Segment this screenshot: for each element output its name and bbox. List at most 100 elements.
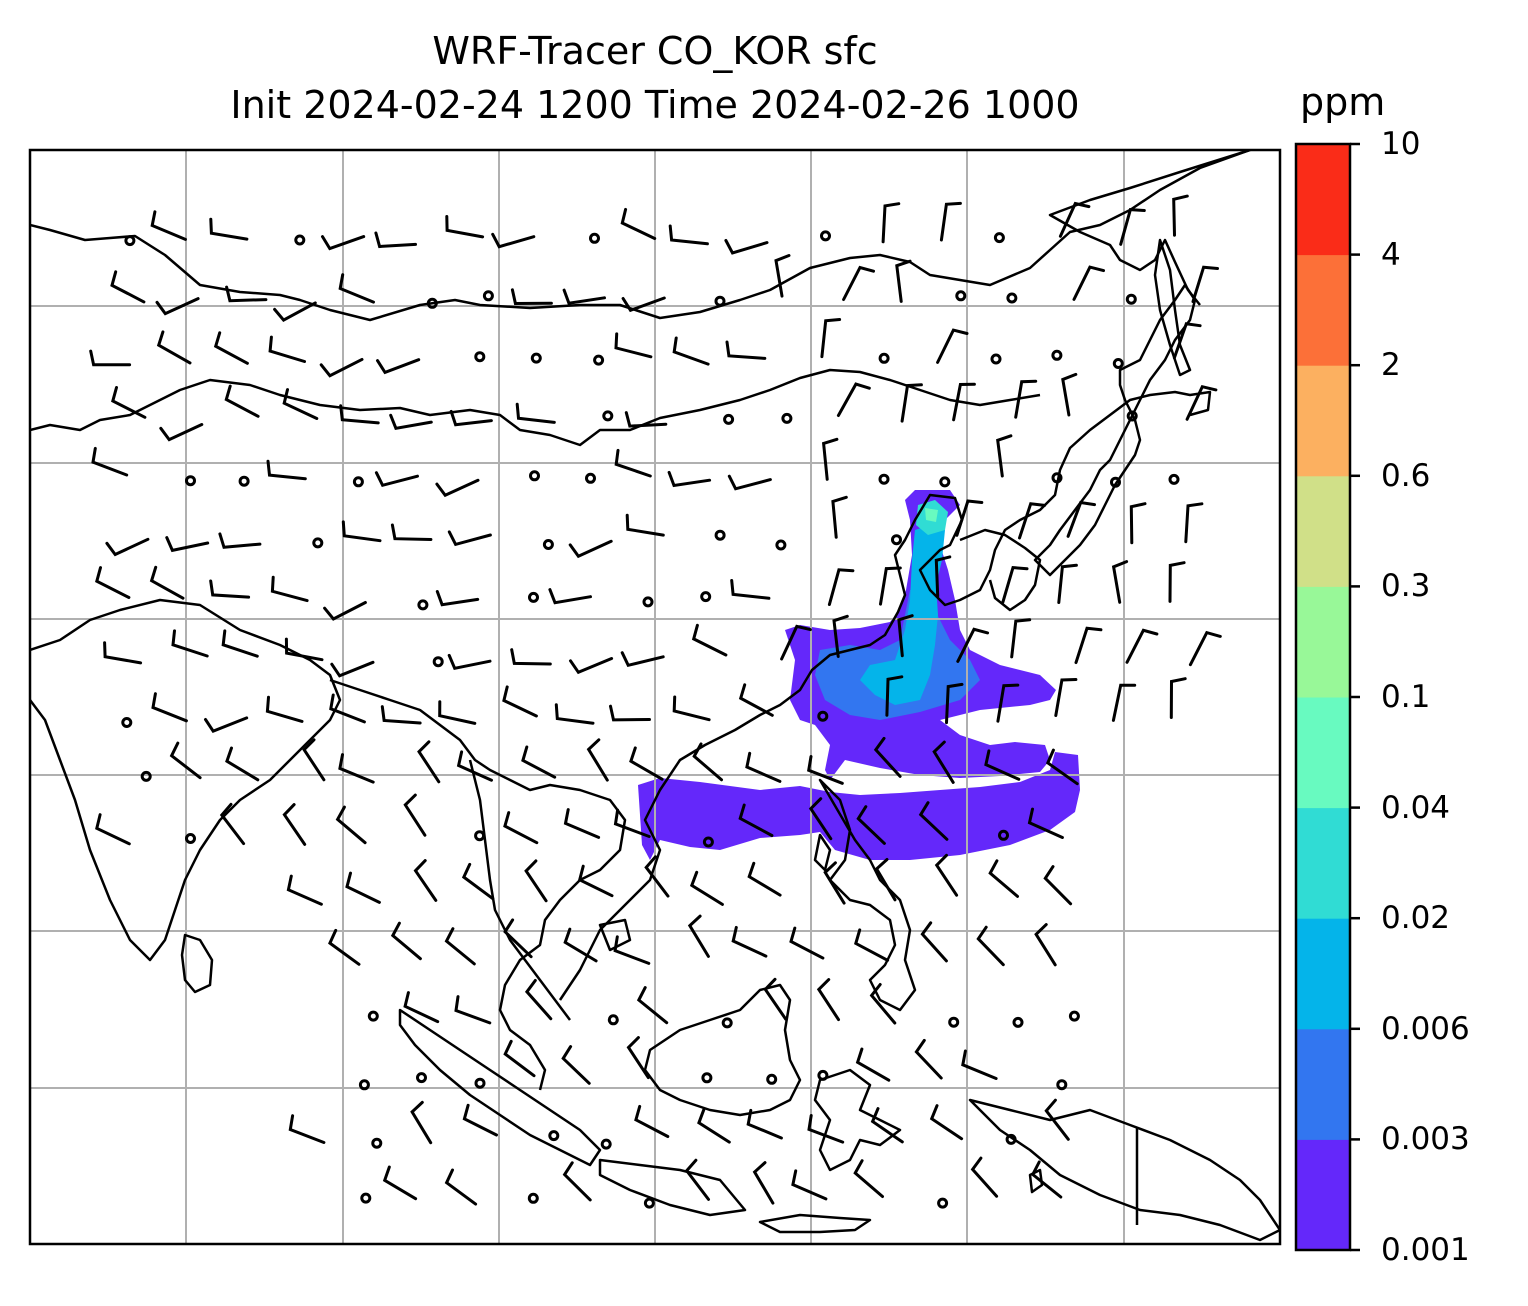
colorbar-tick-label: 10 xyxy=(1381,126,1421,162)
wind-barb xyxy=(491,232,536,249)
calm-wind-circle xyxy=(781,412,793,424)
wind-barb xyxy=(221,629,259,658)
coastline-korea xyxy=(959,528,1042,612)
colorbar-tick-label: 0.3 xyxy=(1381,568,1431,605)
wind-barb xyxy=(869,983,897,1025)
calm-wind-circle xyxy=(607,1014,619,1026)
calm-wind-circle xyxy=(1125,293,1137,305)
wind-barb xyxy=(380,705,422,725)
colorbar-unit: ppm xyxy=(1300,80,1386,124)
wind-barb xyxy=(996,683,1020,723)
wind-barb xyxy=(328,928,361,966)
calm-wind-circle xyxy=(775,539,787,551)
wind-barb xyxy=(976,925,1005,967)
wind-barb xyxy=(626,1036,650,1080)
wind-barb xyxy=(745,751,782,783)
wind-barb xyxy=(382,1165,418,1201)
wind-barb xyxy=(91,446,129,477)
wind-barb xyxy=(879,566,902,606)
wind-barb xyxy=(1191,265,1219,304)
wind-barb xyxy=(730,579,771,600)
wind-barb xyxy=(449,409,493,427)
calm-wind-circle xyxy=(238,475,250,487)
calm-wind-circle xyxy=(185,833,196,844)
calm-wind-circle xyxy=(529,470,540,482)
wind-barb xyxy=(330,660,375,678)
wind-barb xyxy=(273,301,317,323)
wind-barb xyxy=(667,470,712,488)
wind-barb xyxy=(855,1047,891,1082)
calm-wind-circle xyxy=(700,591,712,603)
wind-barb xyxy=(1119,208,1146,246)
map-title: WRF-Tracer CO_KOR sfc xyxy=(432,29,878,73)
wind-barb xyxy=(445,215,485,239)
coastline-sea-of-okhotsk-west xyxy=(1048,150,1251,306)
wind-barb xyxy=(725,340,767,360)
wind-barb xyxy=(689,870,724,906)
calm-wind-circle xyxy=(371,1137,383,1149)
coastline-small-islands xyxy=(758,1213,872,1234)
wind-barb xyxy=(672,695,711,722)
calm-wind-circle xyxy=(482,290,494,302)
calm-wind-circle xyxy=(817,1069,829,1081)
wind-barb xyxy=(945,682,964,725)
wind-barb xyxy=(105,537,150,557)
wind-barb xyxy=(780,624,812,661)
calm-wind-circle xyxy=(358,1079,370,1091)
wind-barb xyxy=(609,704,651,722)
wind-barb xyxy=(823,861,846,905)
calm-wind-circle xyxy=(1110,476,1121,488)
wind-barb xyxy=(338,273,375,304)
wind-barb xyxy=(321,235,366,251)
wind-barb xyxy=(554,703,595,725)
wind-barb xyxy=(417,740,441,784)
wind-barb xyxy=(807,1114,845,1144)
wind-barb xyxy=(302,738,326,782)
wind-barb xyxy=(288,1114,326,1144)
wind-barbs xyxy=(89,194,1222,1209)
map-subtitle: Init 2024-02-24 1200 Time 2024-02-26 100… xyxy=(230,83,1080,127)
wind-barb xyxy=(374,471,419,488)
coastlines xyxy=(30,150,1280,1242)
calm-wind-circle xyxy=(121,717,133,728)
wind-barb xyxy=(462,1103,498,1137)
wind-barb xyxy=(752,1161,775,1205)
wind-barb xyxy=(692,742,723,782)
wind-barb xyxy=(988,859,1019,898)
colorbar-tick-label: 0.02 xyxy=(1381,900,1451,937)
wind-barb xyxy=(503,918,533,959)
wind-barb xyxy=(438,700,477,725)
wind-barb xyxy=(444,1168,478,1206)
wind-barb xyxy=(1111,560,1129,604)
calm-wind-circle xyxy=(1126,410,1138,422)
calm-wind-circle xyxy=(474,830,486,842)
wind-barb xyxy=(218,532,262,549)
wind-barb xyxy=(614,332,653,359)
graticule xyxy=(30,150,1280,1244)
wind-barb xyxy=(225,746,260,782)
wind-barb xyxy=(624,411,668,428)
calm-wind-circle xyxy=(702,836,714,848)
wind-barb xyxy=(956,627,990,663)
wind-barb xyxy=(620,651,665,668)
wind-barb xyxy=(403,991,440,1024)
calm-wind-circle xyxy=(820,230,831,242)
plume-level-0-04 xyxy=(925,508,938,522)
wind-barb xyxy=(955,499,984,537)
wind-barb xyxy=(684,1158,710,1201)
wind-barb xyxy=(376,358,421,375)
wind-barb xyxy=(1043,865,1073,906)
wind-barb xyxy=(323,601,367,621)
wind-barb xyxy=(338,753,375,784)
wind-barb xyxy=(374,231,417,249)
calm-wind-circle xyxy=(1012,1016,1024,1028)
colorbar-swatch xyxy=(1296,254,1350,366)
wind-barb xyxy=(319,357,364,378)
wind-barb xyxy=(89,349,132,367)
colorbar-swatch xyxy=(1296,365,1350,477)
coastline-java xyxy=(598,1158,747,1217)
wind-barb xyxy=(151,692,188,723)
wind-barb xyxy=(672,336,710,366)
wind-barb xyxy=(548,588,592,605)
